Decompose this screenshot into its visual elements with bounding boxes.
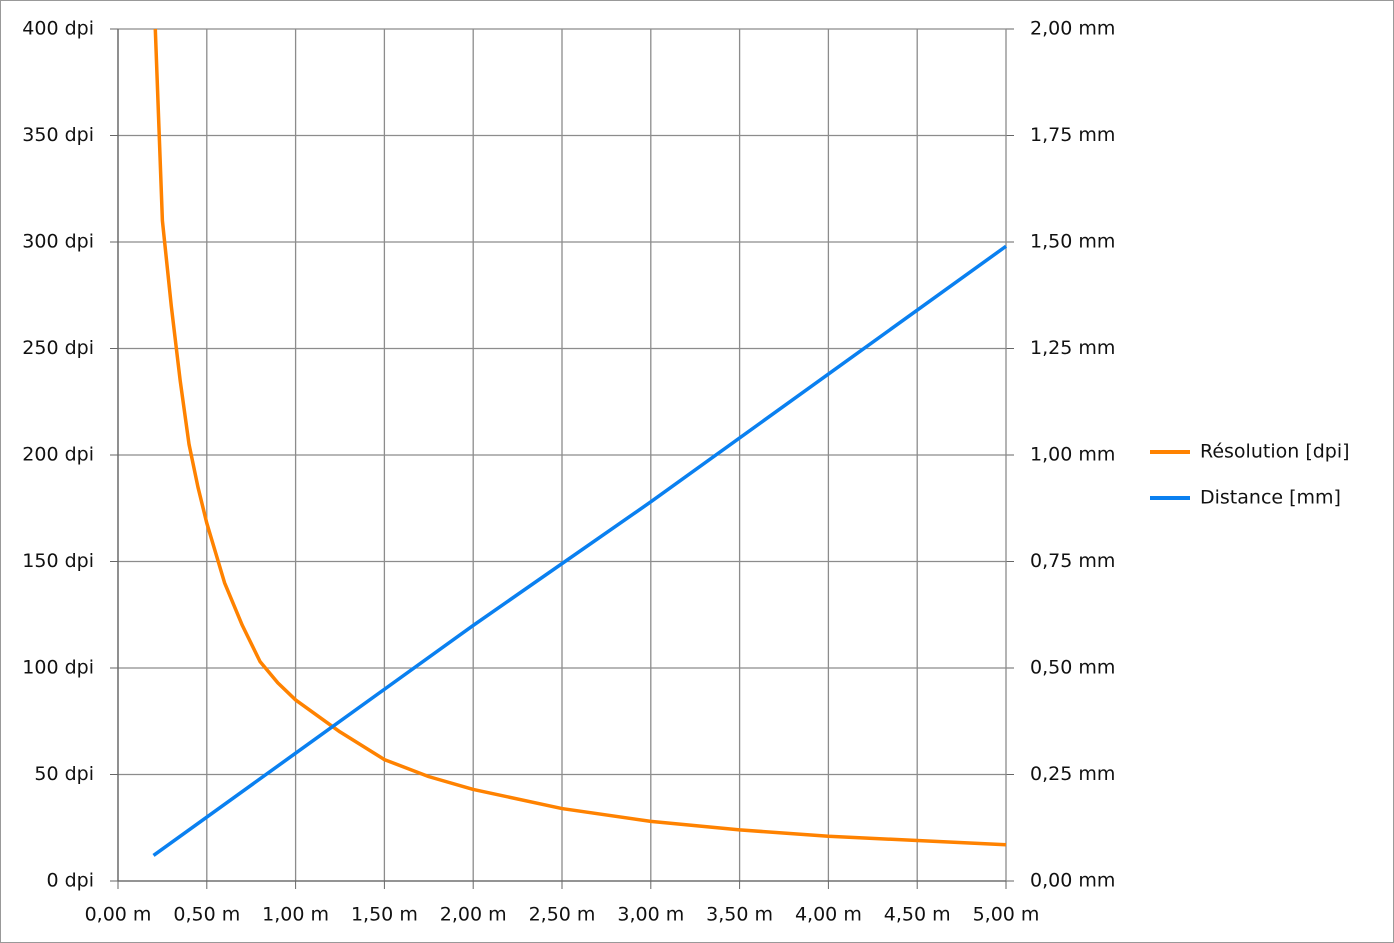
x-tick-label: 3,00 m <box>617 904 684 926</box>
y2-tick-label: 0,00 mm <box>1030 870 1115 892</box>
y2-tick-label: 2,00 mm <box>1030 18 1115 40</box>
legend-label: Distance [mm] <box>1200 487 1341 509</box>
y-tick-label: 50 dpi <box>34 763 94 785</box>
y-tick-label: 100 dpi <box>22 657 94 679</box>
series-line <box>152 244 1008 857</box>
y2-tick-label: 1,25 mm <box>1030 337 1115 359</box>
y-tick-label: 150 dpi <box>22 550 94 572</box>
legend-label: Résolution [dpi] <box>1200 441 1350 463</box>
x-tick-label: 2,00 m <box>440 904 507 926</box>
y-tick-label: 400 dpi <box>22 18 94 40</box>
x-tick-label: 2,50 m <box>529 904 596 926</box>
x-tick-label: 0,00 m <box>85 904 152 926</box>
y-tick-label: 200 dpi <box>22 444 94 466</box>
y2-tick-label: 0,25 mm <box>1030 763 1115 785</box>
x-tick-label: 1,50 m <box>351 904 418 926</box>
x-tick-label: 5,00 m <box>973 904 1040 926</box>
series-line <box>153 28 1007 847</box>
x-tick-label: 0,50 m <box>173 904 240 926</box>
x-tick-label: 4,50 m <box>884 904 951 926</box>
y2-tick-label: 0,75 mm <box>1030 550 1115 572</box>
x-tick-label: 4,00 m <box>795 904 862 926</box>
y-tick-label: 300 dpi <box>22 231 94 253</box>
y2-tick-label: 0,50 mm <box>1030 657 1115 679</box>
y-tick-label: 250 dpi <box>22 337 94 359</box>
y-tick-label: 350 dpi <box>22 124 94 146</box>
y2-tick-label: 1,50 mm <box>1030 231 1115 253</box>
y-tick-label: 0 dpi <box>46 870 94 892</box>
y2-tick-label: 1,00 mm <box>1030 444 1115 466</box>
x-tick-label: 1,00 m <box>262 904 329 926</box>
y2-tick-label: 1,75 mm <box>1030 124 1115 146</box>
x-tick-label: 3,50 m <box>706 904 773 926</box>
